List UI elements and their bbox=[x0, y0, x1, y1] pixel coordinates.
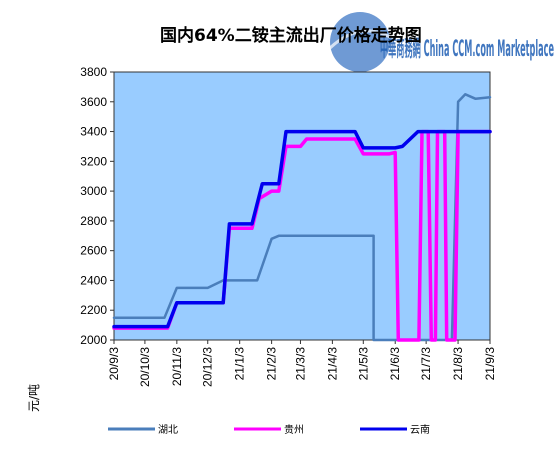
chart-title: 国内64%二铵主流出厂价格走势图 bbox=[160, 25, 422, 46]
y-tick-label: 2200 bbox=[80, 303, 107, 317]
legend-label-2: 贵州 bbox=[284, 423, 304, 436]
watermark-logo bbox=[328, 12, 393, 72]
x-tick-label: 21/7/3 bbox=[419, 347, 433, 381]
legend-label-1: 湖北 bbox=[158, 424, 178, 436]
y-tick-label: 2800 bbox=[80, 214, 107, 228]
x-tick-label: 21/9/3 bbox=[483, 347, 497, 381]
x-tick-label: 20/11/3 bbox=[170, 347, 184, 386]
x-tick-label: 20/12/3 bbox=[201, 347, 215, 387]
x-tick-label: 21/6/3 bbox=[388, 347, 402, 381]
y-tick-label: 3400 bbox=[80, 125, 107, 139]
x-tick-label: 21/3/3 bbox=[293, 347, 307, 381]
x-tick-label: 21/1/3 bbox=[233, 347, 247, 381]
x-tick-label: 21/4/3 bbox=[325, 347, 339, 381]
y-tick-label: 3000 bbox=[80, 184, 107, 198]
series-line-3 bbox=[112, 129, 492, 329]
series-layer bbox=[112, 93, 492, 342]
y-tick-label: 2000 bbox=[80, 333, 107, 347]
x-axis: 20/9/3 20/10/3 20/11/3 20/12/3 21/1/3 21/2/3 2… bbox=[107, 340, 497, 387]
x-tick-label: 21/8/3 bbox=[451, 347, 465, 381]
legend: 湖北 贵州 云南 bbox=[108, 423, 430, 436]
watermark-globe-swoosh bbox=[328, 29, 393, 50]
x-tick-label: 21/2/3 bbox=[265, 347, 279, 381]
y-axis-label: 元/吨 bbox=[27, 384, 41, 412]
y-axis: 2000 2200 2400 2600 2800 3000 3200 3400 3600 3800 bbox=[80, 65, 114, 347]
y-tick-label: 3800 bbox=[80, 65, 107, 79]
watermark-text: 中華商務網 China CCM.com Marketplace bbox=[380, 36, 554, 62]
x-tick-label: 20/9/3 bbox=[107, 347, 121, 381]
plot-area bbox=[113, 71, 491, 341]
legend-label-3: 云南 bbox=[410, 423, 430, 436]
y-tick-label: 2600 bbox=[80, 244, 107, 258]
x-tick-label: 20/10/3 bbox=[138, 347, 152, 387]
watermark-globe bbox=[330, 12, 390, 72]
y-tick-label: 2400 bbox=[80, 273, 107, 287]
y-tick-label: 3200 bbox=[80, 154, 107, 168]
x-tick-label: 21/5/3 bbox=[356, 347, 370, 381]
y-tick-label: 3600 bbox=[80, 95, 107, 109]
